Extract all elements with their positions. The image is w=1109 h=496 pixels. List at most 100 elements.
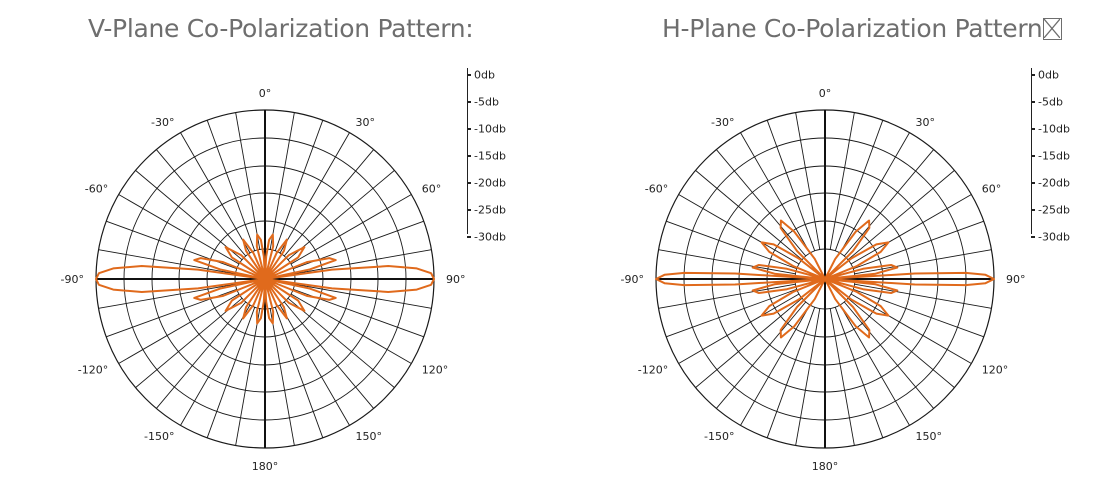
scale-label: -5db (474, 95, 499, 109)
v-plane-polar-chart: 0° 30° 60° 90° 120° 150° 180° -150° -120° -90° -60… (61, 87, 466, 473)
pattern-curve (655, 219, 995, 339)
grid-spoke (287, 170, 395, 261)
grid-spoke (274, 307, 324, 438)
missing-glyph-box-icon (1043, 18, 1063, 40)
grid-spoke (678, 194, 800, 265)
grid-spoke (235, 112, 261, 250)
grid-spoke (279, 132, 350, 254)
angle-tick-label: -60° (645, 183, 668, 196)
angle-tick-label: 90° (446, 273, 466, 286)
grid-spoke (658, 283, 796, 309)
grid-spoke (829, 308, 855, 446)
angle-tick-label: 90° (1006, 273, 1026, 286)
scale-tick (1031, 154, 1035, 157)
scale-label: -10db (1038, 122, 1070, 136)
grid-spoke (766, 307, 816, 438)
scale-tick (467, 100, 471, 103)
angle-tick-label: -60° (85, 183, 108, 196)
angle-tick-label: 120° (982, 364, 1009, 377)
angle-tick-label: 30° (356, 116, 376, 129)
grid-spoke (235, 308, 261, 446)
scale-tick (467, 208, 471, 211)
grid-spoke (180, 304, 251, 426)
grid-spoke (98, 283, 236, 309)
angle-tick-label: 180° (812, 460, 839, 473)
h-plane-db-scale: 0db -5db -10db -15db -20db -25db -30db (1031, 68, 1091, 248)
scale-axis-line (467, 68, 468, 234)
grid-spoke (843, 301, 934, 409)
scale-label: -20db (474, 176, 506, 190)
scale-tick (467, 127, 471, 130)
h-plane-title-text: H-Plane Co-Polarization Pattern (662, 14, 1043, 43)
grid-spoke (658, 249, 796, 275)
angle-tick-label: 0° (259, 87, 272, 100)
grid-spoke (294, 249, 432, 275)
angle-tick-label: -150° (704, 430, 734, 443)
angle-tick-label: -90° (621, 273, 644, 286)
polar-grid (655, 109, 995, 449)
grid-spoke (156, 149, 247, 257)
angle-tick-label: -120° (638, 364, 668, 377)
grid-spoke (666, 288, 797, 338)
angle-tick-label: -30° (151, 116, 174, 129)
grid-spoke (829, 112, 855, 250)
grid-spoke (716, 301, 807, 409)
angle-tick-label: 120° (422, 364, 449, 377)
grid-spoke (135, 170, 243, 261)
angle-tick-label: 150° (916, 430, 943, 443)
scale-tick (467, 181, 471, 184)
grid-spoke (294, 283, 432, 309)
scale-tick (1031, 127, 1035, 130)
grid-spoke (834, 120, 884, 251)
grid-spoke (854, 249, 992, 275)
grid-spoke (290, 194, 412, 265)
scale-label: -20db (1038, 176, 1070, 190)
grid-spoke (740, 304, 811, 426)
grid-spoke (98, 249, 236, 275)
angle-tick-label: -150° (144, 430, 174, 443)
scale-tick (467, 235, 471, 238)
scale-label: -15db (1038, 149, 1070, 163)
h-plane-polar-chart: 0° 30° 60° 90° 120° 150° 180° -150° -120° -90° -60… (621, 87, 1026, 473)
grid-spoke (135, 297, 243, 388)
scale-label: -10db (474, 122, 506, 136)
pattern-curve (95, 233, 435, 325)
grid-spoke (287, 297, 395, 388)
grid-spoke (740, 132, 811, 254)
scale-tick (467, 154, 471, 157)
grid-spoke (206, 307, 256, 438)
h-plane-panel: H-Plane Co-Polarization Pattern 0° 30° 60°… (560, 0, 1109, 496)
h-plane-title: H-Plane Co-Polarization Pattern (662, 14, 1063, 43)
scale-tick (467, 74, 471, 76)
angle-tick-label: -90° (61, 273, 84, 286)
grid-spoke (853, 288, 984, 338)
grid-spoke (695, 170, 803, 261)
v-plane-title: V-Plane Co-Polarization Pattern: (88, 14, 474, 43)
grid-spoke (269, 112, 295, 250)
grid-spoke (843, 149, 934, 257)
grid-spoke (283, 301, 374, 409)
grid-spoke (290, 293, 412, 364)
scale-tick (1031, 100, 1035, 103)
grid-spoke (850, 194, 972, 265)
grid-spoke (847, 170, 955, 261)
v-plane-panel: V-Plane Co-Polarization Pattern: 0° 30° 60… (61, 14, 527, 473)
angle-tick-label: 0° (819, 87, 832, 100)
scale-tick (1031, 181, 1035, 184)
angle-tick-label: 180° (252, 460, 279, 473)
grid-spoke (839, 132, 910, 254)
grid-spoke (839, 304, 910, 426)
grid-spoke (118, 194, 240, 265)
grid-spoke (766, 120, 816, 251)
scale-label: -30db (474, 230, 506, 244)
scale-label: -25db (474, 203, 506, 217)
scale-label: -15db (474, 149, 506, 163)
v-plane-db-scale: 0db -5db -10db -15db -20db -25db -30db (467, 68, 527, 248)
scale-tick (1031, 74, 1035, 76)
grid-spoke (180, 132, 251, 254)
grid-spoke (274, 120, 324, 251)
grid-spoke (795, 308, 821, 446)
scale-tick (1031, 208, 1035, 211)
scale-tick (1031, 235, 1035, 238)
grid-spoke (853, 220, 984, 270)
